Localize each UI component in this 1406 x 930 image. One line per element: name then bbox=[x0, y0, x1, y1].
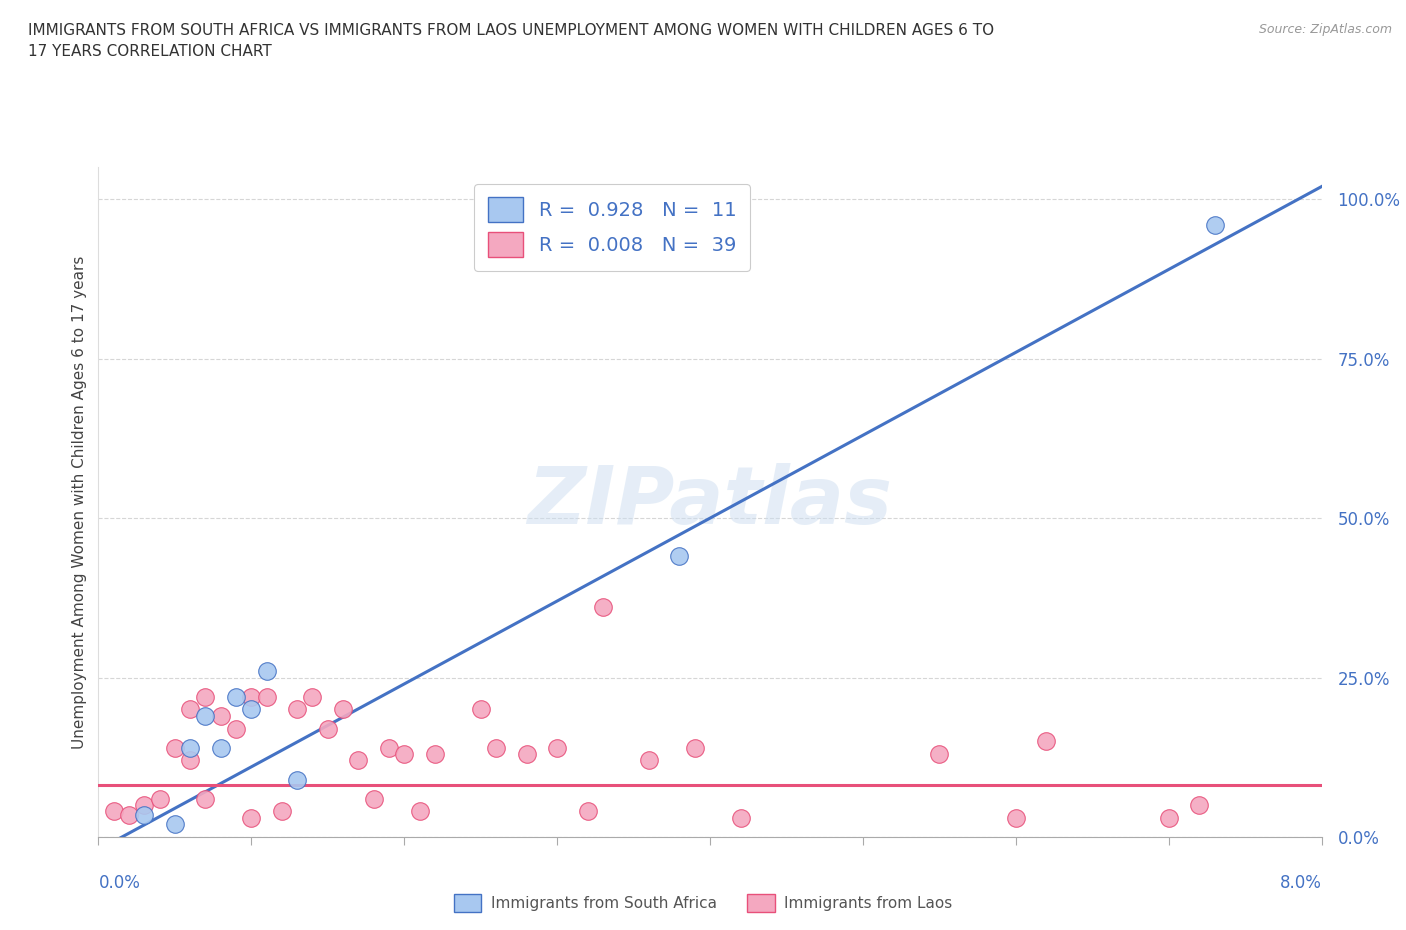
Text: 8.0%: 8.0% bbox=[1279, 874, 1322, 892]
Point bbox=[179, 702, 201, 717]
Point bbox=[1157, 810, 1180, 825]
Point bbox=[332, 702, 354, 717]
Point bbox=[256, 689, 278, 704]
Point bbox=[240, 689, 263, 704]
Point bbox=[179, 753, 201, 768]
Point bbox=[1004, 810, 1026, 825]
Point bbox=[1035, 734, 1057, 749]
Point bbox=[118, 807, 141, 822]
Point bbox=[194, 791, 217, 806]
Legend: R =  0.928   N =  11, R =  0.008   N =  39: R = 0.928 N = 11, R = 0.008 N = 39 bbox=[474, 184, 749, 271]
Point bbox=[363, 791, 385, 806]
Point bbox=[1204, 218, 1226, 232]
Point bbox=[270, 804, 294, 819]
Point bbox=[209, 740, 232, 755]
Point bbox=[240, 702, 263, 717]
Point bbox=[683, 740, 706, 755]
Point bbox=[134, 807, 156, 822]
Point bbox=[163, 740, 186, 755]
Legend: Immigrants from South Africa, Immigrants from Laos: Immigrants from South Africa, Immigrants… bbox=[449, 888, 957, 918]
Point bbox=[209, 709, 232, 724]
Point bbox=[546, 740, 568, 755]
Point bbox=[1188, 798, 1211, 813]
Point bbox=[592, 600, 614, 615]
Point bbox=[179, 740, 201, 755]
Y-axis label: Unemployment Among Women with Children Ages 6 to 17 years: Unemployment Among Women with Children A… bbox=[72, 256, 87, 749]
Point bbox=[730, 810, 752, 825]
Point bbox=[392, 747, 416, 762]
Point bbox=[668, 549, 690, 564]
Point bbox=[194, 689, 217, 704]
Point bbox=[134, 798, 156, 813]
Point bbox=[316, 721, 339, 736]
Point bbox=[470, 702, 492, 717]
Text: Source: ZipAtlas.com: Source: ZipAtlas.com bbox=[1258, 23, 1392, 36]
Point bbox=[347, 753, 370, 768]
Point bbox=[225, 721, 247, 736]
Point bbox=[194, 709, 217, 724]
Point bbox=[285, 772, 308, 787]
Point bbox=[378, 740, 401, 755]
Point bbox=[516, 747, 538, 762]
Point bbox=[256, 664, 278, 679]
Point bbox=[149, 791, 172, 806]
Point bbox=[408, 804, 430, 819]
Point bbox=[928, 747, 950, 762]
Point bbox=[637, 753, 661, 768]
Point bbox=[163, 817, 186, 831]
Text: ZIPatlas: ZIPatlas bbox=[527, 463, 893, 541]
Text: 0.0%: 0.0% bbox=[98, 874, 141, 892]
Point bbox=[485, 740, 508, 755]
Point bbox=[285, 702, 308, 717]
Point bbox=[576, 804, 599, 819]
Point bbox=[103, 804, 125, 819]
Point bbox=[240, 810, 263, 825]
Point bbox=[423, 747, 446, 762]
Text: IMMIGRANTS FROM SOUTH AFRICA VS IMMIGRANTS FROM LAOS UNEMPLOYMENT AMONG WOMEN WI: IMMIGRANTS FROM SOUTH AFRICA VS IMMIGRAN… bbox=[28, 23, 994, 60]
Point bbox=[225, 689, 247, 704]
Point bbox=[301, 689, 323, 704]
